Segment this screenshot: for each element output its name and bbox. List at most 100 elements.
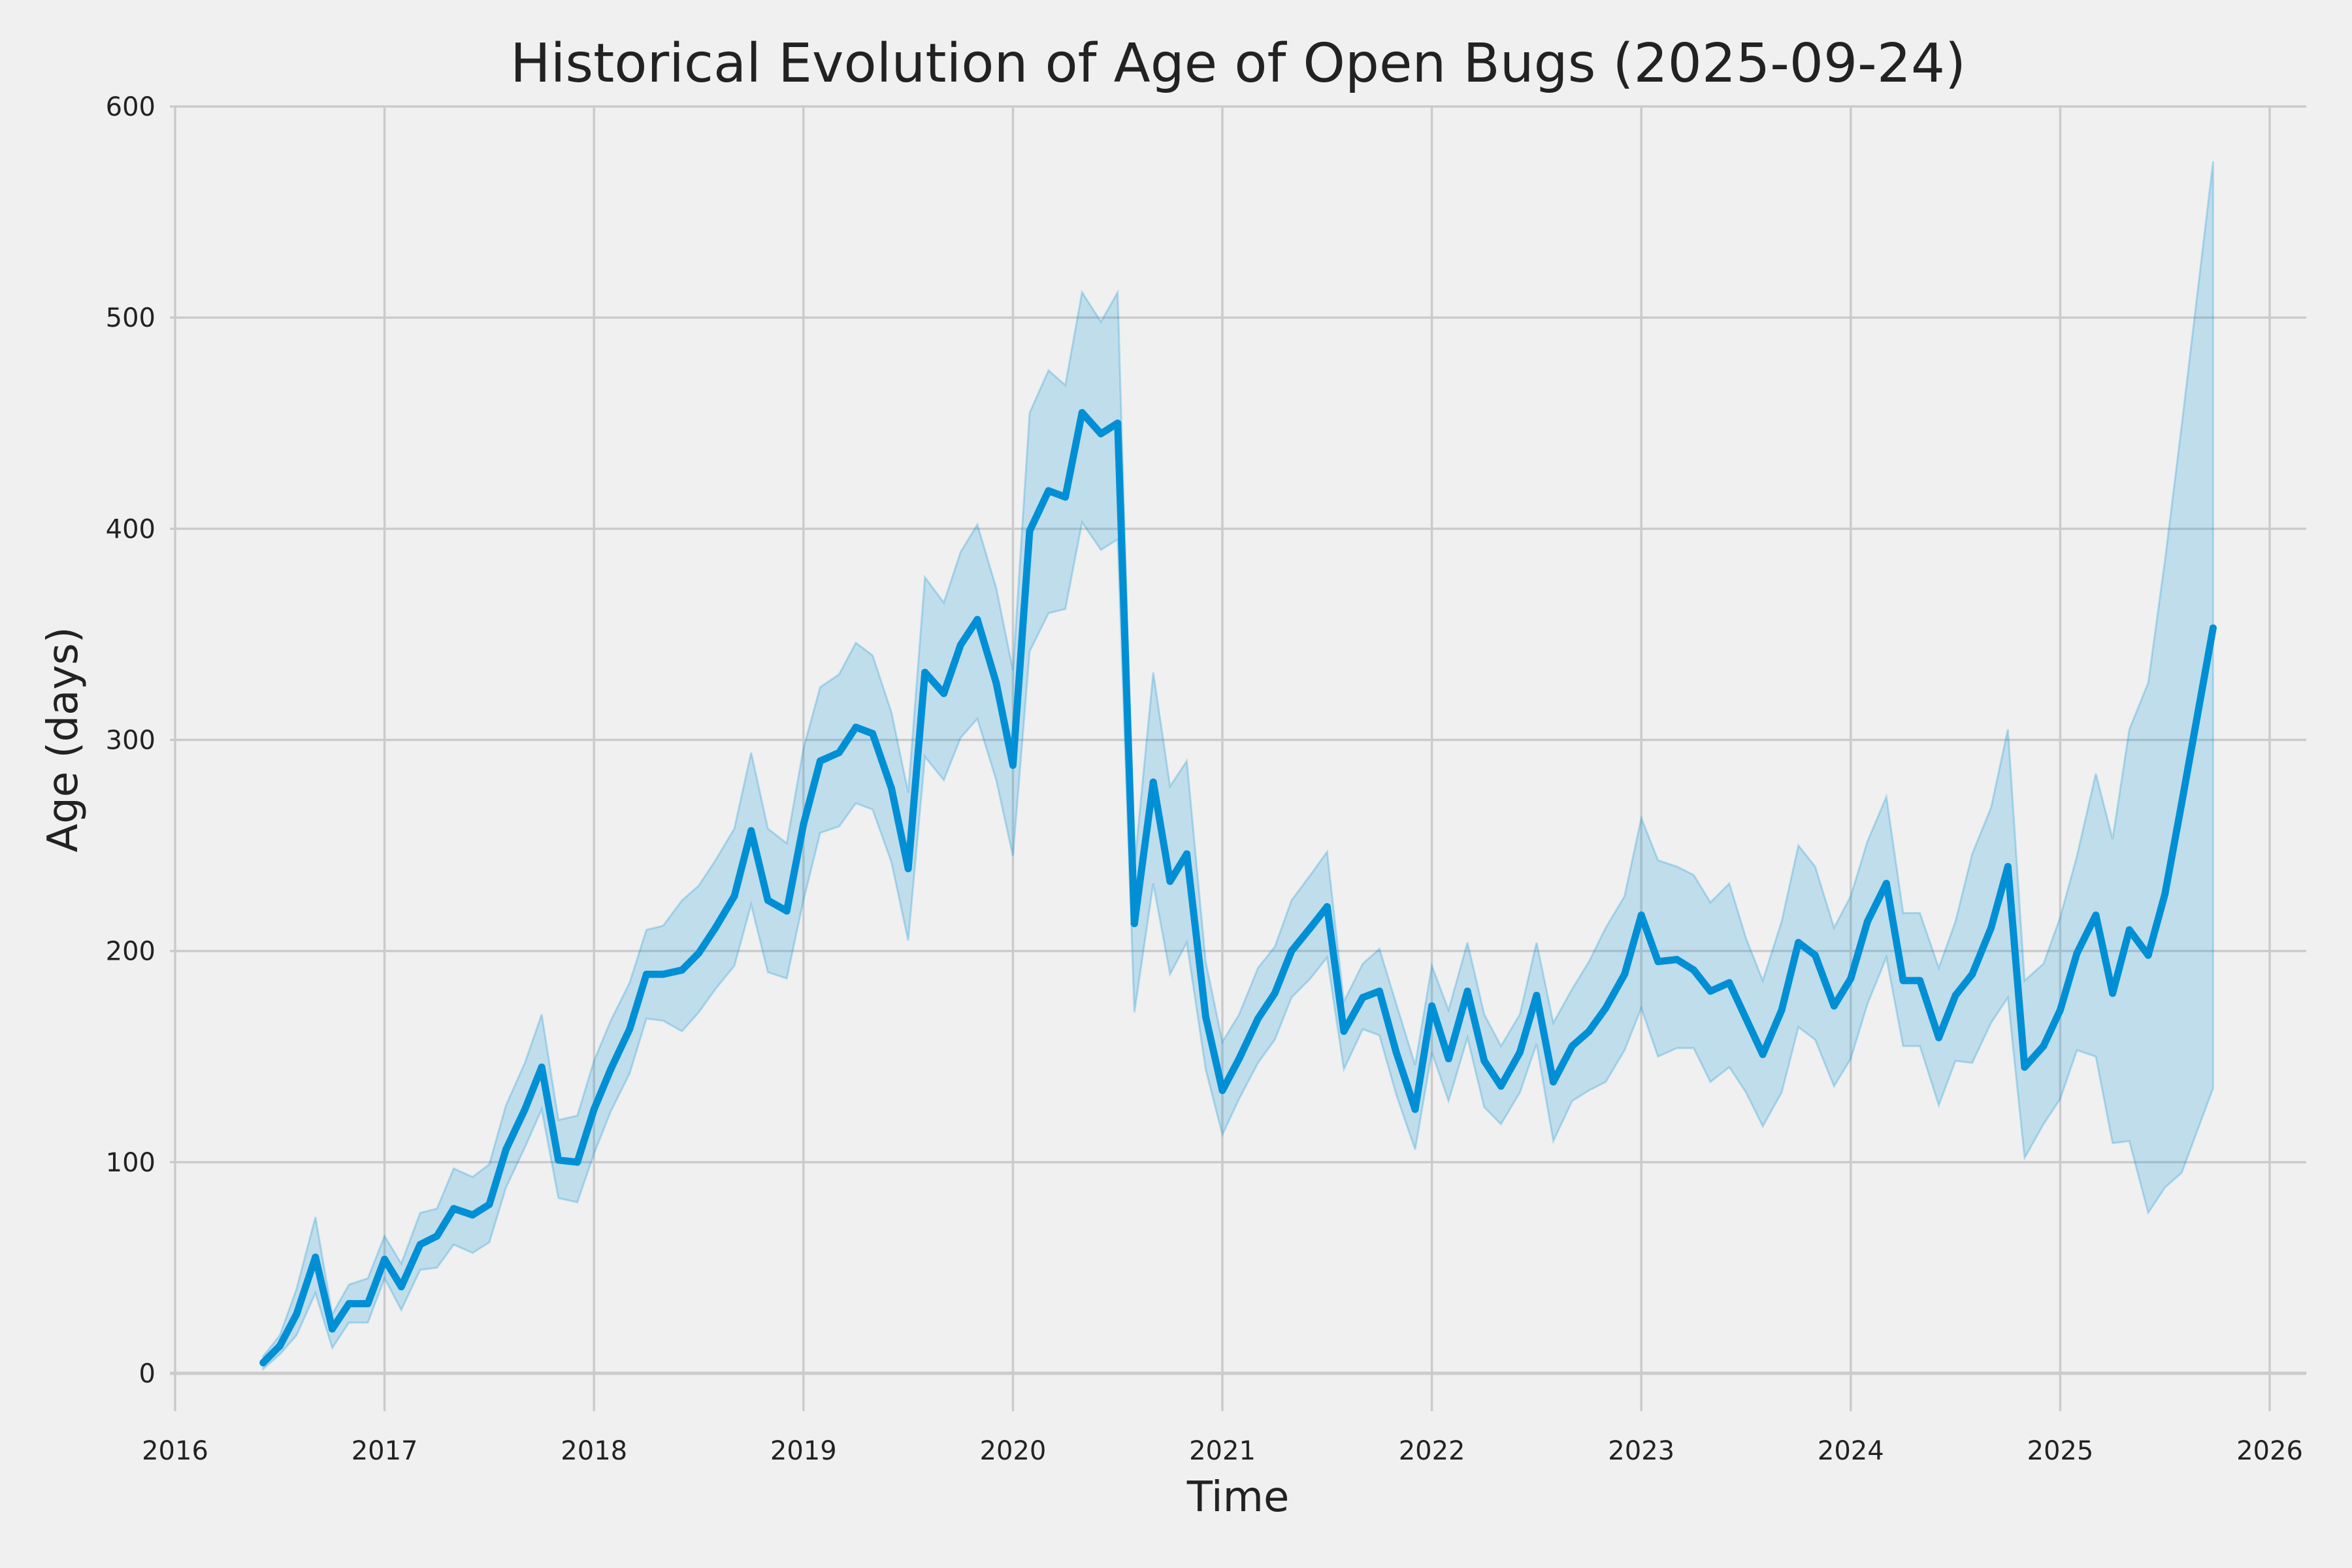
data-point xyxy=(626,1025,634,1033)
series-layer xyxy=(259,161,2217,1371)
x-tick-label: 2025 xyxy=(2027,1436,2094,1466)
confidence-band xyxy=(262,161,2214,1371)
data-point xyxy=(1218,1086,1226,1094)
chart-title: Historical Evolution of Age of Open Bugs… xyxy=(510,33,1966,95)
data-point xyxy=(940,689,948,697)
data-point xyxy=(1340,1028,1348,1035)
data-point xyxy=(468,1211,476,1219)
x-tick-label: 2016 xyxy=(142,1436,208,1466)
y-axis-label: Age (days) xyxy=(39,627,88,852)
data-point xyxy=(2178,799,2185,807)
data-point xyxy=(521,1105,529,1113)
y-tick-label: 100 xyxy=(106,1148,155,1178)
data-point xyxy=(800,821,808,828)
data-point xyxy=(345,1299,353,1307)
data-point xyxy=(329,1325,336,1333)
data-point xyxy=(1323,903,1331,911)
x-tick-label: 2021 xyxy=(1189,1436,1256,1466)
data-point xyxy=(1637,911,1645,919)
data-point xyxy=(1602,1004,1610,1012)
data-point xyxy=(555,1156,563,1164)
data-point xyxy=(1707,987,1714,995)
data-point xyxy=(1463,987,1471,995)
x-tick-label: 2017 xyxy=(351,1436,418,1466)
data-point xyxy=(1078,409,1086,417)
data-point xyxy=(1183,850,1190,858)
data-point xyxy=(835,749,843,757)
data-point xyxy=(1882,879,1890,887)
data-point xyxy=(1550,1078,1557,1086)
data-point xyxy=(449,1205,457,1213)
data-point xyxy=(730,892,738,900)
data-point xyxy=(921,668,929,676)
data-point xyxy=(2161,890,2169,898)
data-point xyxy=(904,865,912,873)
data-point xyxy=(1621,970,1629,978)
data-point xyxy=(293,1311,301,1318)
data-point xyxy=(659,970,667,978)
data-point xyxy=(1149,778,1157,786)
data-point xyxy=(381,1256,389,1263)
data-point xyxy=(783,907,791,915)
data-point xyxy=(1759,1051,1767,1058)
data-point xyxy=(416,1241,424,1249)
data-point xyxy=(1742,1015,1750,1022)
data-point xyxy=(888,785,895,792)
data-point xyxy=(1166,877,1174,885)
data-point xyxy=(2144,951,2152,959)
data-point xyxy=(1359,994,1367,1002)
data-point xyxy=(485,1201,493,1208)
data-point xyxy=(2021,1063,2029,1071)
data-point xyxy=(607,1066,615,1073)
data-point xyxy=(1045,487,1053,495)
data-point xyxy=(747,827,755,834)
data-point xyxy=(1254,1015,1262,1022)
data-point xyxy=(1952,992,1959,999)
data-point xyxy=(1863,917,1871,925)
x-tick-label: 2023 xyxy=(1608,1436,1674,1466)
x-tick-label: 2024 xyxy=(1818,1436,1884,1466)
y-gridlines xyxy=(170,105,2306,1375)
data-point xyxy=(259,1359,267,1367)
data-point xyxy=(1935,1034,1942,1041)
data-point xyxy=(1533,992,1541,999)
y-tick-label: 300 xyxy=(106,725,155,755)
data-point xyxy=(1375,987,1383,995)
data-point xyxy=(1568,1042,1576,1050)
data-point xyxy=(1585,1028,1593,1035)
data-point xyxy=(1795,939,1803,947)
data-point xyxy=(1516,1049,1524,1056)
data-point xyxy=(590,1105,598,1113)
x-tick-labels: 2016 2017 2018 2019 2020 2021 2022 2023 2024 2025… xyxy=(142,1436,2303,1466)
x-tick-label: 2018 xyxy=(561,1436,627,1466)
data-point xyxy=(816,757,824,765)
data-point xyxy=(1987,924,1995,932)
data-point xyxy=(1411,1105,1419,1113)
data-point xyxy=(1673,956,1681,964)
data-point xyxy=(1062,493,1070,501)
data-point xyxy=(1271,989,1279,997)
data-point xyxy=(1201,1013,1209,1021)
data-point xyxy=(1445,1055,1452,1062)
data-point xyxy=(992,679,1000,687)
data-point xyxy=(973,615,981,623)
data-point xyxy=(642,970,650,978)
data-point xyxy=(1497,1083,1505,1090)
y-tick-label: 500 xyxy=(106,303,155,333)
data-point xyxy=(1288,947,1296,955)
data-point xyxy=(2056,1006,2064,1014)
data-point xyxy=(397,1283,405,1290)
data-point xyxy=(502,1145,510,1153)
y-tick-labels: 0 100 200 300 400 500 600 xyxy=(106,92,155,1389)
data-point xyxy=(2109,989,2117,997)
data-point xyxy=(1725,979,1733,987)
data-point xyxy=(1009,761,1017,769)
data-point xyxy=(1916,977,1924,985)
data-point xyxy=(433,1232,441,1240)
data-point xyxy=(1968,970,1976,978)
data-point xyxy=(2073,949,2081,957)
data-point xyxy=(1654,958,1662,966)
data-point xyxy=(2125,926,2133,934)
data-point xyxy=(1847,975,1855,983)
